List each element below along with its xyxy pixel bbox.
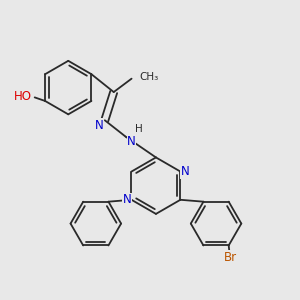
Text: CH₃: CH₃ (139, 72, 158, 82)
Text: HO: HO (14, 90, 32, 103)
Text: N: N (94, 119, 103, 132)
Text: N: N (181, 165, 189, 178)
Text: N: N (127, 135, 136, 148)
Text: H: H (135, 124, 143, 134)
Text: Br: Br (224, 251, 237, 264)
Text: N: N (123, 193, 131, 206)
